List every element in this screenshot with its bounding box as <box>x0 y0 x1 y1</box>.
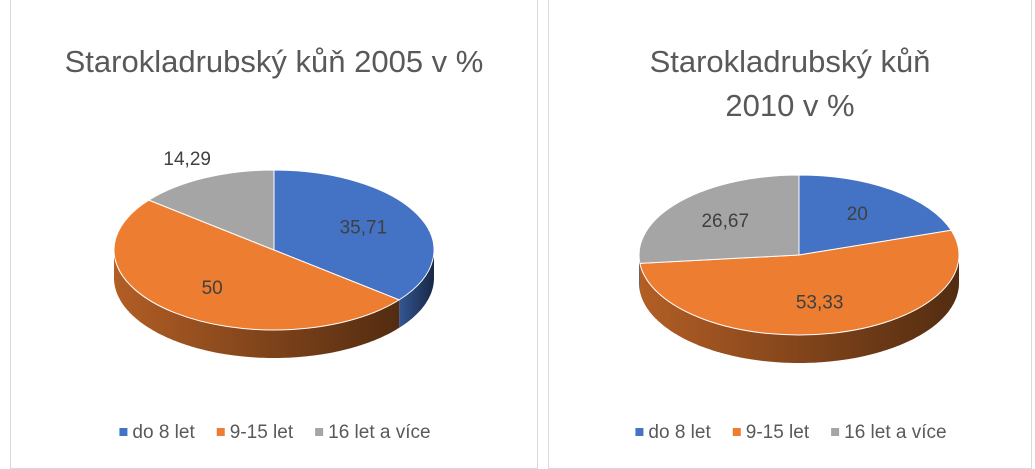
slice <box>798 174 953 256</box>
chart-title: Starokladrubský kůň 2005 v % <box>64 44 484 79</box>
slice <box>147 169 275 251</box>
legend-swatch <box>635 428 644 436</box>
data-label: 26,67 <box>701 211 749 232</box>
chart-panel: Starokladrubský kůň 2010 v % 20 53,33 26,6… <box>548 0 1032 469</box>
data-label: 53,33 <box>796 293 844 314</box>
data-label: 14,29 <box>163 149 211 170</box>
chart-title: Starokladrubský kůň 2010 v % <box>649 44 931 123</box>
slice-side <box>114 250 400 358</box>
legend-swatch <box>216 428 225 436</box>
chart: 20 53,33 26,67 do 8 let 9-15 let 16 let a víc… <box>635 174 960 443</box>
slice <box>113 199 401 331</box>
legend-label: 16 let a více <box>844 422 946 443</box>
slice-side <box>639 255 959 363</box>
legend-swatch <box>119 428 128 436</box>
data-label: 35,71 <box>340 217 388 238</box>
legend: do 8 let 9-15 let 16 let a více <box>119 422 431 443</box>
legend-swatch <box>831 428 840 436</box>
legend-label: 9-15 let <box>230 422 294 443</box>
legend-label: 9-15 let <box>746 422 810 443</box>
legend-swatch <box>315 428 324 436</box>
slice-side <box>399 250 434 328</box>
chart: 35,71 50 14,29 do 8 let 9-15 let 16 let a víc… <box>113 149 435 443</box>
legend-label: do 8 let <box>648 422 711 443</box>
slice <box>273 169 435 301</box>
data-label: 20 <box>847 204 868 225</box>
legend-swatch <box>732 428 741 436</box>
slice <box>639 229 960 336</box>
legend-label: 16 let a více <box>328 422 430 443</box>
legend: do 8 let 9-15 let 16 let a více <box>635 422 947 443</box>
slice <box>638 174 800 264</box>
data-label: 50 <box>202 278 223 299</box>
legend-label: do 8 let <box>132 422 195 443</box>
chart-panel: Starokladrubský kůň 2005 v % 35,71 50 14,2… <box>10 0 538 469</box>
